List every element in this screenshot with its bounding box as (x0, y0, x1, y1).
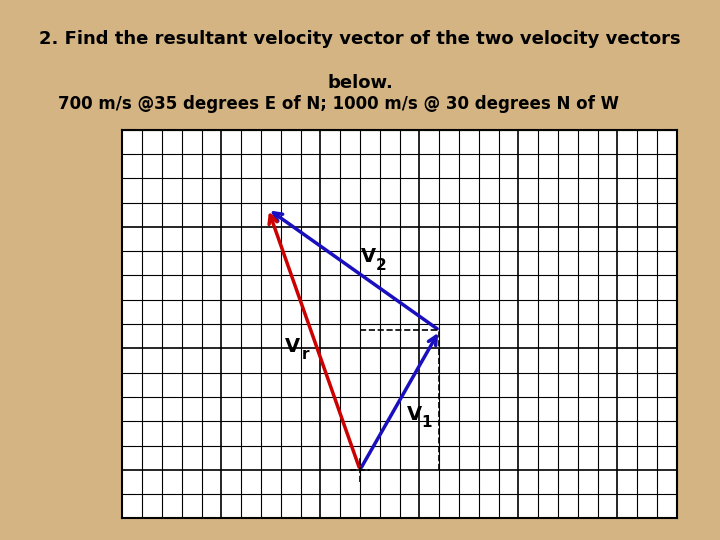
Text: 700 m/s @35 degrees E of N; 1000 m/s @ 30 degrees N of W: 700 m/s @35 degrees E of N; 1000 m/s @ 3… (58, 95, 618, 113)
Text: below.: below. (327, 73, 393, 92)
Text: r: r (302, 347, 310, 362)
Text: 2. Find the resultant velocity vector of the two velocity vectors: 2. Find the resultant velocity vector of… (39, 30, 681, 48)
Text: 2: 2 (376, 258, 387, 273)
Text: $\mathbf{V}$: $\mathbf{V}$ (284, 336, 301, 355)
Text: $\mathbf{V}$: $\mathbf{V}$ (405, 404, 423, 423)
Text: 1: 1 (421, 415, 432, 430)
Text: $\mathbf{V}$: $\mathbf{V}$ (360, 247, 377, 266)
